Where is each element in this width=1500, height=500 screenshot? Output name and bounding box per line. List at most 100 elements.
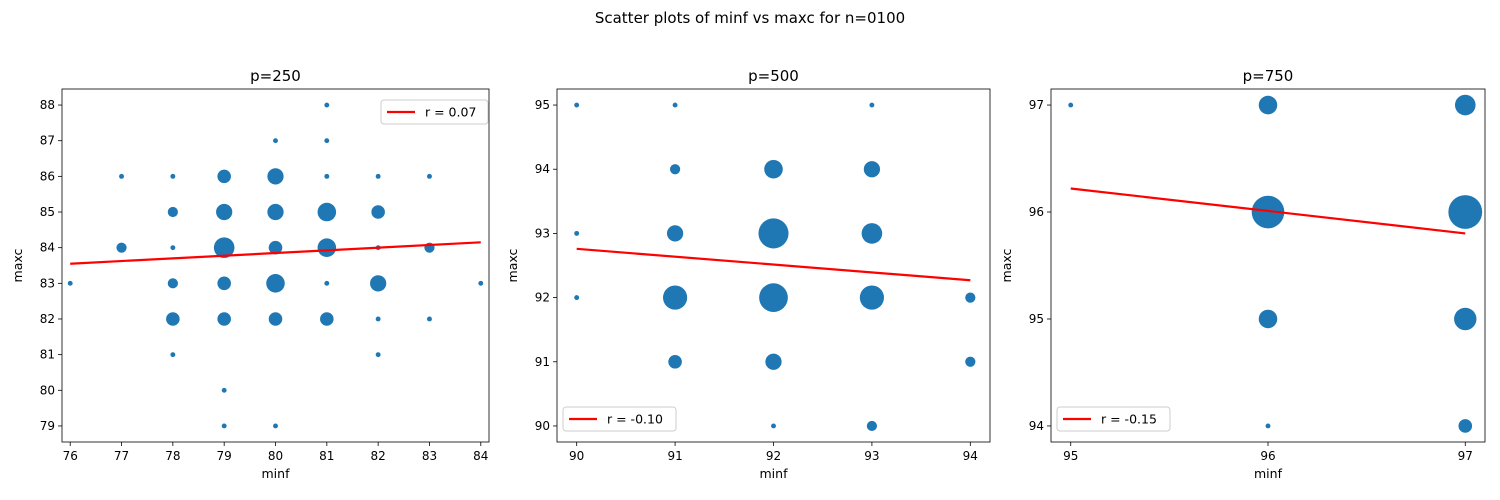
- scatter-point: [863, 161, 881, 178]
- x-tick-label: 79: [217, 449, 232, 463]
- scatter-point: [427, 173, 432, 179]
- scatter-point: [1068, 102, 1074, 108]
- scatter-point: [965, 356, 976, 367]
- scatter-point: [859, 285, 884, 310]
- panel-3: p=750 95 96 97 94 95 96 97 minf maxc r = -0.15: [999, 67, 1486, 481]
- scatter-point: [116, 242, 127, 253]
- scatter-point: [267, 168, 284, 185]
- x-tick-label: 90: [569, 449, 584, 463]
- y-tick-label: 97: [1029, 98, 1044, 112]
- scatter-point: [371, 205, 385, 219]
- x-tick-label: 81: [319, 449, 334, 463]
- y-tick-label: 86: [40, 169, 55, 183]
- scatter-point: [216, 203, 233, 221]
- figure-suptitle: Scatter plots of minf vs maxc for n=0100: [595, 9, 905, 27]
- scatter-point: [266, 274, 285, 293]
- scatter-point: [170, 245, 176, 251]
- legend-box: [562, 406, 677, 432]
- panel-title: p=750: [1243, 67, 1294, 85]
- y-axis-label: maxc: [10, 248, 25, 282]
- scatter-point: [221, 423, 227, 429]
- scatter-point: [574, 102, 580, 108]
- y-tick-label: 81: [40, 348, 55, 362]
- trend-line: [576, 247, 971, 282]
- legend-label: r = -0.15: [1101, 412, 1157, 427]
- legend-label: r = -0.10: [607, 412, 663, 427]
- legend: r = -0.15: [1056, 406, 1171, 432]
- scatter-point: [672, 102, 678, 108]
- y-tick-label: 94: [1029, 419, 1044, 433]
- y-tick-label: 83: [40, 276, 55, 290]
- scatter-point: [213, 237, 235, 258]
- scatter-point: [170, 352, 176, 358]
- y-tick-label: 95: [1029, 312, 1044, 326]
- x-tick-label: 93: [864, 449, 879, 463]
- scatter-point: [324, 102, 330, 108]
- scatter-point: [1448, 195, 1483, 229]
- scatter-point: [167, 206, 178, 218]
- scatter-point: [758, 218, 789, 249]
- plot-frame: [61, 88, 490, 443]
- scatter-point: [574, 230, 580, 236]
- legend: r = -0.10: [562, 406, 677, 432]
- x-tick-label: 94: [963, 449, 978, 463]
- scatter-point: [324, 138, 330, 144]
- scatter-point: [771, 423, 776, 429]
- panel-title: p=500: [748, 67, 799, 85]
- scatter-point: [167, 278, 178, 289]
- y-tick-label: 92: [535, 291, 550, 305]
- y-axis-label: maxc: [505, 248, 520, 282]
- scatter-point: [375, 352, 381, 358]
- legend-box: [380, 99, 489, 125]
- x-tick-label: 96: [1260, 449, 1275, 463]
- scatter-point: [317, 238, 337, 257]
- scatter-point: [217, 312, 231, 326]
- x-tick-label: 80: [268, 449, 283, 463]
- x-tick-label: 91: [667, 449, 682, 463]
- scatter-point: [1454, 94, 1476, 116]
- x-tick-label: 84: [473, 449, 488, 463]
- scatter-point: [965, 292, 976, 303]
- x-tick-label: 76: [63, 449, 78, 463]
- scatter-point: [1258, 95, 1278, 115]
- panel-title: p=250: [250, 67, 301, 85]
- scatter-point: [67, 280, 73, 286]
- y-tick-label: 93: [535, 226, 550, 240]
- scatter-point: [669, 164, 681, 175]
- scatter-point: [217, 276, 231, 291]
- scatter-point: [324, 280, 330, 286]
- x-tick-label: 83: [422, 449, 437, 463]
- y-tick-label: 91: [535, 355, 550, 369]
- scatter-point: [217, 169, 231, 184]
- x-axis-label: minf: [760, 466, 789, 481]
- y-tick-label: 87: [40, 134, 55, 148]
- scatter-point: [759, 283, 788, 312]
- scatter-point: [861, 223, 883, 244]
- legend: r = 0.07: [380, 99, 489, 125]
- scatter-point: [663, 285, 688, 310]
- plot-frame: [556, 88, 991, 443]
- scatter-point: [1458, 419, 1473, 433]
- trend-line: [1070, 187, 1466, 235]
- scatter-point: [375, 173, 381, 179]
- scatter-point: [267, 203, 284, 221]
- y-tick-label: 94: [535, 162, 550, 176]
- scatter-point: [166, 312, 180, 326]
- scatter-point: [324, 173, 330, 179]
- scatter-point: [1265, 423, 1271, 429]
- y-tick-label: 85: [40, 205, 55, 219]
- y-tick-label: 96: [1029, 205, 1044, 219]
- panel-2: p=500 90 91 92 93 94 90 91 92 93 94 95 minf maxc r = -…: [505, 67, 991, 481]
- legend-box: [1056, 406, 1171, 432]
- legend-label: r = 0.07: [425, 105, 476, 120]
- panel-1: p=250 76 77 78 79 80 81 82 83 84 79 80 81 82 83 84 85 86 8…: [10, 67, 490, 481]
- scatter-point: [375, 316, 381, 322]
- x-tick-label: 78: [165, 449, 180, 463]
- y-axis-label: maxc: [999, 248, 1014, 282]
- scatter-point: [574, 295, 580, 301]
- scatter-point: [268, 240, 283, 255]
- y-tick-label: 95: [535, 98, 550, 112]
- scatter-point: [1454, 307, 1477, 331]
- scatter-point: [666, 225, 684, 242]
- y-tick-label: 90: [535, 419, 550, 433]
